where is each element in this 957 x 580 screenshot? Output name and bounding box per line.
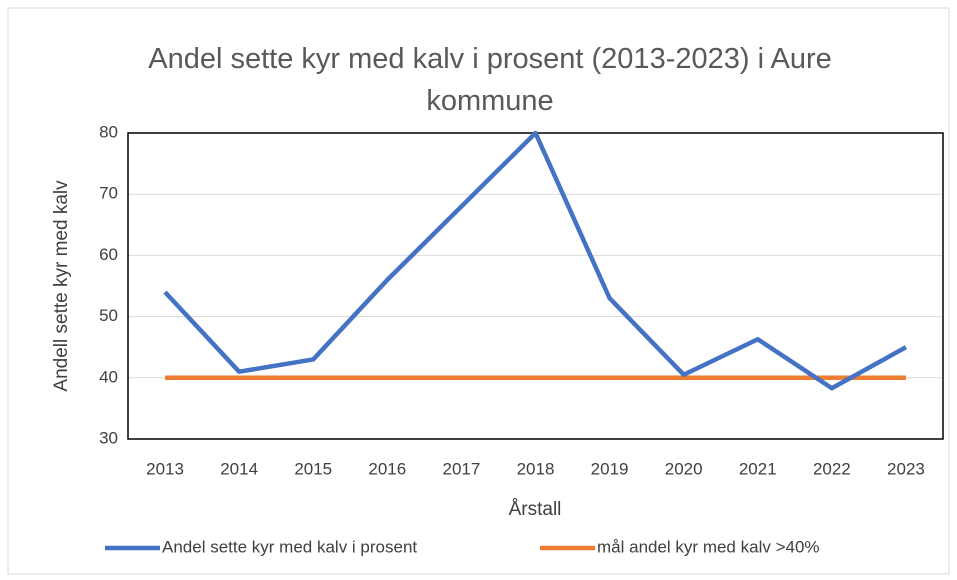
x-tick-label: 2016	[368, 459, 406, 478]
legend-label: mål andel kyr med kalv >40%	[597, 537, 820, 556]
y-tick-label: 60	[99, 245, 118, 264]
x-tick-label: 2018	[517, 459, 555, 478]
x-tick-label: 2014	[220, 459, 258, 478]
y-tick-label: 40	[99, 367, 118, 386]
chart-title: Andel sette kyr med kalv i prosent (2013…	[148, 43, 832, 117]
y-tick-label: 50	[99, 306, 118, 325]
plot-border	[127, 132, 944, 440]
x-tick-label: 2021	[739, 459, 777, 478]
legend-label: Andel sette kyr med kalv i prosent	[162, 537, 417, 556]
x-tick-label: 2017	[442, 459, 480, 478]
x-tick-label: 2019	[591, 459, 629, 478]
chart-frame	[7, 7, 950, 575]
x-tick-label: 2015	[294, 459, 332, 478]
x-axis-label: Årstall	[509, 499, 562, 520]
x-tick-label: 2020	[665, 459, 703, 478]
x-tick-label: 2013	[146, 459, 184, 478]
data-line	[163, 130, 908, 391]
y-tick-label: 70	[99, 184, 118, 203]
x-tick-label: 2022	[813, 459, 851, 478]
y-tick-label: 30	[99, 428, 118, 447]
y-tick-label: 80	[99, 122, 118, 141]
y-axis-label: Andell sette kyr med kalv	[51, 180, 72, 392]
x-tick-label: 2023	[887, 459, 925, 478]
